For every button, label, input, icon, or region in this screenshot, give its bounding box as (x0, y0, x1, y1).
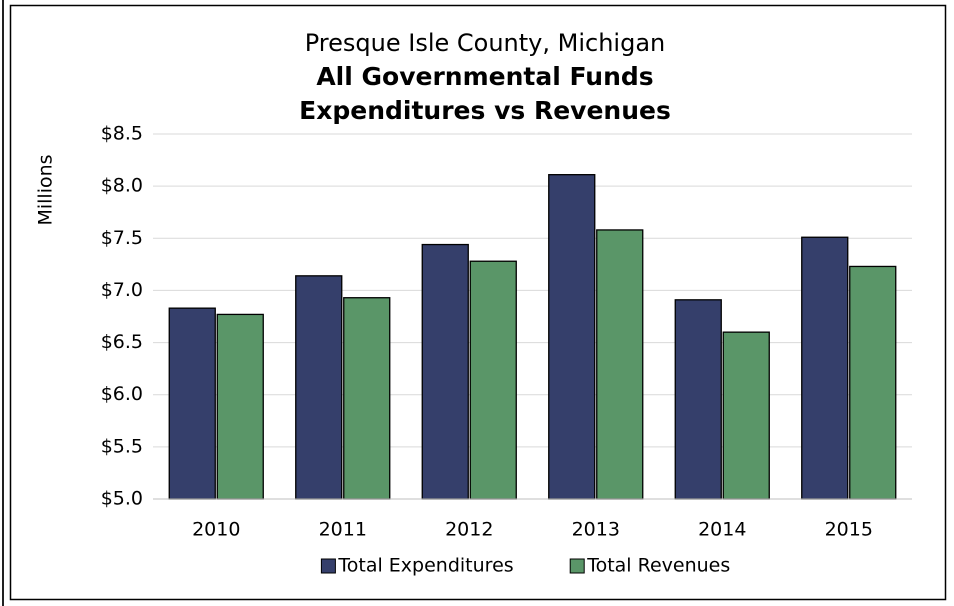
legend-swatch (320, 558, 336, 574)
chart-title: All Governmental Funds (316, 62, 653, 91)
y-tick-label: $7.0 (101, 279, 143, 301)
y-tick-label: $6.5 (101, 331, 143, 353)
bar (421, 243, 469, 500)
bar (469, 260, 517, 500)
y-tick-label: $7.5 (101, 227, 143, 249)
bar (849, 265, 897, 500)
bar (295, 275, 343, 500)
x-tick-label: 2012 (445, 519, 493, 541)
bar (343, 297, 391, 500)
x-tick-label: 2010 (192, 519, 240, 541)
legend-label: Total Revenues (586, 555, 730, 577)
bar (674, 299, 722, 500)
x-tick-label: 2011 (319, 519, 367, 541)
chart-header: Presque Isle County, Michigan (305, 29, 665, 57)
bar (801, 236, 849, 500)
y-tick-label: $5.0 (101, 488, 143, 510)
y-tick-label: $8.5 (101, 123, 143, 145)
bar (548, 174, 596, 500)
y-tick-label: $6.0 (101, 383, 143, 405)
bar (722, 331, 770, 500)
x-tick-label: 2014 (698, 519, 746, 541)
legend-label: Total Expenditures (337, 555, 513, 577)
bar (596, 229, 644, 500)
bar (168, 307, 216, 500)
y-tick-label: $5.5 (101, 435, 143, 457)
legend-swatch (569, 558, 585, 574)
y-axis-label: Millions (35, 154, 57, 225)
bar (216, 313, 264, 500)
chart-title: Expenditures vs Revenues (299, 96, 671, 125)
x-tick-label: 2015 (825, 519, 873, 541)
y-tick-label: $8.0 (101, 175, 143, 197)
x-tick-label: 2013 (572, 519, 620, 541)
